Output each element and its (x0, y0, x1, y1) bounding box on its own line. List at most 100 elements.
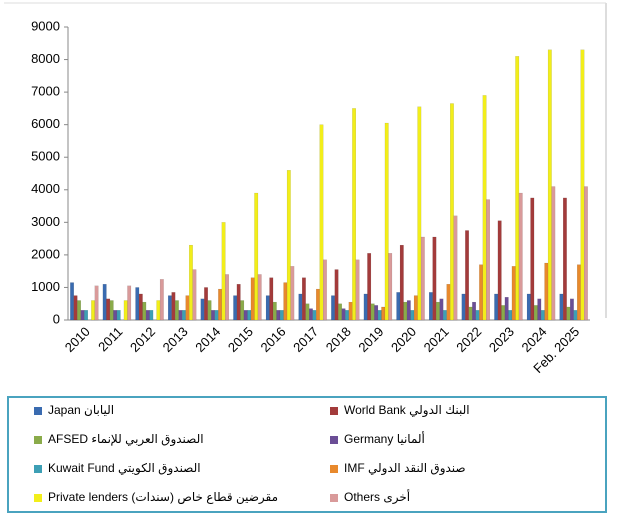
bar (566, 306, 571, 321)
bar (334, 269, 339, 321)
x-tick-label: 2013 (160, 324, 191, 355)
x-tick-label: 2023 (486, 324, 517, 355)
x-tick-label: 2021 (421, 324, 452, 355)
bar (247, 310, 252, 321)
bar (127, 285, 132, 321)
x-tick-label: 2016 (258, 324, 289, 355)
bar (551, 186, 556, 321)
x-tick-label: 2012 (127, 324, 158, 355)
bar (348, 301, 353, 321)
bar (276, 310, 281, 321)
bar (446, 284, 451, 321)
bar (106, 298, 111, 321)
bar (511, 266, 516, 321)
bar (494, 293, 499, 321)
bar (443, 310, 447, 321)
y-tick-label: 3000 (31, 214, 60, 229)
x-tick-label: 2020 (388, 324, 419, 355)
bar (584, 186, 588, 321)
y-tick-label: 6000 (31, 116, 60, 131)
bar (207, 300, 212, 321)
bar (70, 282, 74, 321)
bar (156, 300, 161, 321)
bar (331, 295, 335, 321)
legend-swatch (330, 494, 338, 502)
bar (116, 310, 121, 321)
bar (250, 277, 255, 321)
bar (243, 310, 248, 321)
bar (486, 199, 490, 321)
bar (272, 301, 277, 321)
bar (580, 49, 585, 321)
bar (102, 284, 107, 321)
legend-label: World Bank البنك الدولي (344, 403, 470, 418)
bar (515, 56, 520, 321)
bar (508, 310, 513, 321)
bar (211, 310, 215, 321)
bar (145, 310, 150, 321)
bar (547, 49, 552, 321)
bar (377, 310, 382, 321)
bar (80, 310, 85, 321)
bar (214, 310, 219, 321)
bar (363, 293, 368, 321)
bar (410, 310, 415, 321)
y-tick-label: 5000 (31, 149, 60, 164)
legend-label: AFSED الصندوق العربي للإنماء (48, 432, 204, 447)
legend-box (7, 396, 607, 513)
legend-label: Japan اليابان (48, 403, 114, 417)
bar (388, 253, 393, 321)
bar (138, 293, 143, 321)
bar (461, 293, 466, 321)
bar (159, 279, 164, 321)
bar (204, 287, 208, 321)
x-tick-label: 2019 (355, 324, 386, 355)
x-tick-label: 2017 (290, 324, 321, 355)
bar (479, 264, 483, 321)
bar (218, 288, 222, 321)
bar (279, 310, 284, 321)
bar (468, 306, 473, 321)
legend-swatch (330, 407, 338, 415)
bar (497, 220, 502, 321)
bar (91, 300, 95, 321)
bar (77, 300, 81, 321)
bar (559, 293, 564, 321)
bar (518, 192, 523, 321)
bar (540, 310, 545, 321)
bar (94, 285, 99, 321)
legend-swatch (34, 407, 42, 415)
y-tick-label: 0 (53, 311, 60, 326)
bar (319, 124, 324, 321)
bar (265, 295, 270, 321)
bar (323, 259, 327, 321)
bar (533, 305, 538, 321)
legend-swatch (34, 436, 42, 444)
y-tick-label: 4000 (31, 181, 60, 196)
bar (450, 103, 454, 321)
bar (269, 277, 274, 321)
bar (374, 305, 379, 321)
bar (577, 264, 581, 321)
bar (465, 230, 469, 321)
bar (413, 295, 418, 321)
x-tick-label: 2018 (323, 324, 354, 355)
x-tick-label: 2011 (95, 324, 125, 354)
bar (302, 277, 306, 321)
bar (453, 215, 458, 321)
bar (338, 303, 342, 321)
bar (171, 292, 176, 321)
bar (73, 295, 78, 321)
bar (142, 301, 147, 321)
bar (109, 300, 114, 321)
bar (149, 310, 154, 321)
bar (286, 170, 291, 321)
bar (200, 298, 205, 321)
bar (406, 300, 411, 321)
y-tick-label: 9000 (31, 18, 60, 33)
bar (439, 298, 444, 321)
x-tick-label: 2014 (192, 324, 223, 355)
y-tick-label: 2000 (31, 246, 60, 261)
bar (526, 293, 531, 321)
bar (185, 295, 190, 321)
